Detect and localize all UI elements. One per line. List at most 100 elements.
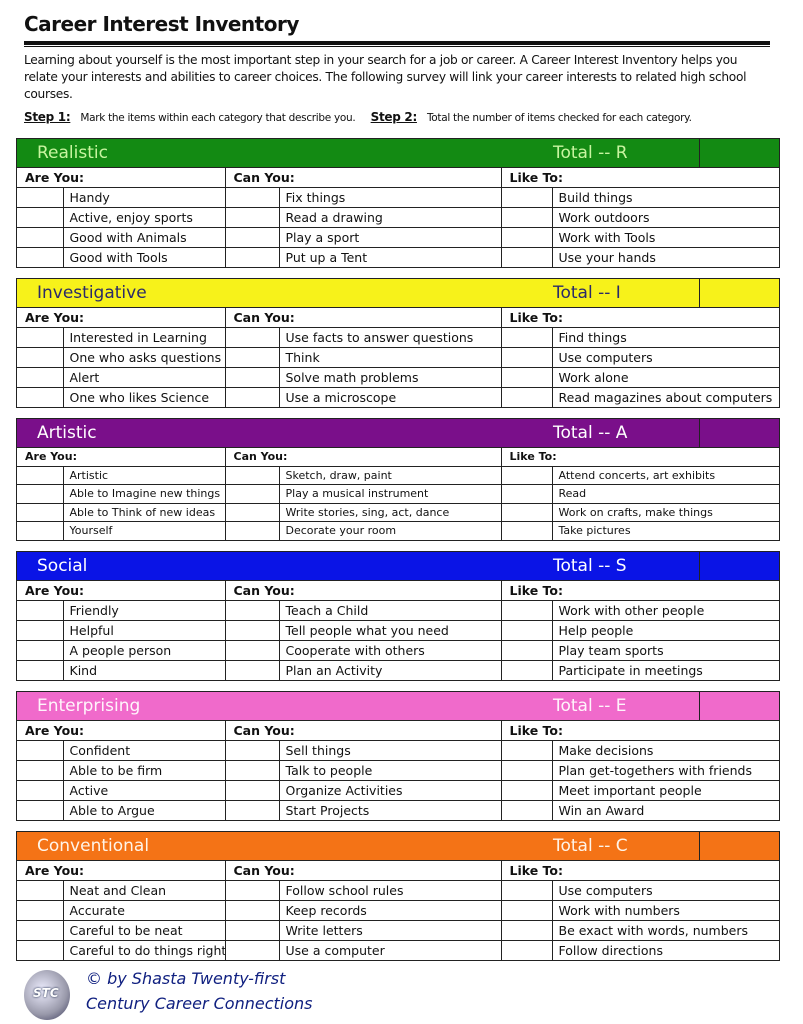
checkbox-like[interactable] bbox=[500, 920, 553, 941]
checkbox-can[interactable] bbox=[224, 940, 280, 960]
checkbox-can[interactable] bbox=[224, 880, 280, 901]
checkbox-are[interactable] bbox=[17, 387, 64, 407]
checkbox-are[interactable] bbox=[17, 600, 64, 621]
checkbox-like[interactable] bbox=[500, 187, 553, 208]
checkbox-are[interactable] bbox=[17, 660, 64, 680]
checkbox-can[interactable] bbox=[224, 740, 280, 761]
item-can: Use a microscope bbox=[278, 387, 502, 407]
item-can: Decorate your room bbox=[278, 521, 502, 540]
checkbox-can[interactable] bbox=[224, 187, 280, 208]
checkbox-like[interactable] bbox=[500, 367, 553, 388]
item-row: Accurate Keep records Work with numbers bbox=[17, 900, 779, 921]
checkbox-can[interactable] bbox=[224, 207, 280, 228]
item-can: Read a drawing bbox=[278, 207, 502, 228]
checkbox-are[interactable] bbox=[17, 465, 64, 485]
checkbox-can[interactable] bbox=[224, 521, 280, 540]
checkbox-are[interactable] bbox=[17, 800, 64, 820]
checkbox-are[interactable] bbox=[17, 367, 64, 388]
section-total-label: Total -- A bbox=[553, 423, 628, 443]
checkbox-can[interactable] bbox=[224, 780, 280, 801]
checkbox-like[interactable] bbox=[500, 780, 553, 801]
item-row: Careful to be neat Write letters Be exac… bbox=[17, 920, 779, 941]
checkbox-are[interactable] bbox=[17, 521, 64, 540]
checkbox-like[interactable] bbox=[500, 207, 553, 228]
checkbox-are[interactable] bbox=[17, 740, 64, 761]
checkbox-are[interactable] bbox=[17, 227, 64, 248]
checkbox-like[interactable] bbox=[500, 880, 553, 901]
checkbox-like[interactable] bbox=[500, 760, 553, 781]
item-row: Able to be firm Talk to people Plan get-… bbox=[17, 760, 779, 781]
checkbox-can[interactable] bbox=[224, 227, 280, 248]
checkbox-can[interactable] bbox=[224, 502, 280, 522]
checkbox-are[interactable] bbox=[17, 327, 64, 348]
item-row: Kind Plan an Activity Participate in mee… bbox=[17, 660, 779, 680]
checkbox-are[interactable] bbox=[17, 620, 64, 641]
checkbox-are[interactable] bbox=[17, 207, 64, 228]
checkbox-like[interactable] bbox=[500, 521, 553, 540]
item-can: Keep records bbox=[278, 900, 502, 921]
checkbox-like[interactable] bbox=[500, 800, 553, 820]
checkbox-are[interactable] bbox=[17, 187, 64, 208]
item-can: Play a musical instrument bbox=[278, 484, 502, 504]
checkbox-like[interactable] bbox=[500, 484, 553, 504]
item-like: Use your hands bbox=[551, 247, 779, 267]
checkbox-are[interactable] bbox=[17, 940, 64, 960]
section-header: Conventional Total -- C bbox=[17, 832, 779, 861]
checkbox-are[interactable] bbox=[17, 247, 64, 267]
checkbox-like[interactable] bbox=[500, 900, 553, 921]
item-row: Neat and Clean Follow school rules Use c… bbox=[17, 880, 779, 901]
checkbox-can[interactable] bbox=[224, 327, 280, 348]
column-headers: Are You: Can You: Like To: bbox=[17, 448, 779, 467]
checkbox-like[interactable] bbox=[500, 227, 553, 248]
checkbox-can[interactable] bbox=[224, 800, 280, 820]
section-total-label: Total -- R bbox=[553, 143, 628, 163]
item-are: Good with Animals bbox=[62, 227, 226, 248]
checkbox-can[interactable] bbox=[224, 760, 280, 781]
checkbox-like[interactable] bbox=[500, 620, 553, 641]
checkbox-like[interactable] bbox=[500, 740, 553, 761]
checkbox-are[interactable] bbox=[17, 920, 64, 941]
checkbox-can[interactable] bbox=[224, 347, 280, 368]
checkbox-can[interactable] bbox=[224, 387, 280, 407]
checkbox-can[interactable] bbox=[224, 620, 280, 641]
checkbox-like[interactable] bbox=[500, 502, 553, 522]
item-can: Talk to people bbox=[278, 760, 502, 781]
item-can: Solve math problems bbox=[278, 367, 502, 388]
checkbox-like[interactable] bbox=[500, 660, 553, 680]
checkbox-can[interactable] bbox=[224, 920, 280, 941]
checkbox-can[interactable] bbox=[224, 640, 280, 661]
checkbox-like[interactable] bbox=[500, 465, 553, 485]
checkbox-are[interactable] bbox=[17, 760, 64, 781]
checkbox-can[interactable] bbox=[224, 900, 280, 921]
checkbox-can[interactable] bbox=[224, 484, 280, 504]
item-row: Artistic Sketch, draw, paint Attend conc… bbox=[17, 465, 779, 485]
checkbox-like[interactable] bbox=[500, 327, 553, 348]
checkbox-can[interactable] bbox=[224, 367, 280, 388]
item-can: Write stories, sing, act, dance bbox=[278, 502, 502, 522]
item-like: Work outdoors bbox=[551, 207, 779, 228]
checkbox-like[interactable] bbox=[500, 600, 553, 621]
checkbox-like[interactable] bbox=[500, 387, 553, 407]
checkbox-like[interactable] bbox=[500, 247, 553, 267]
checkbox-are[interactable] bbox=[17, 484, 64, 504]
checkbox-can[interactable] bbox=[224, 465, 280, 485]
section-social: Social Total -- S Are You: Can You: Like… bbox=[16, 551, 780, 681]
item-are: Kind bbox=[62, 660, 226, 680]
checkbox-are[interactable] bbox=[17, 640, 64, 661]
item-are: One who likes Science bbox=[62, 387, 226, 407]
checkbox-are[interactable] bbox=[17, 780, 64, 801]
col-can-you: Can You: bbox=[224, 721, 502, 741]
checkbox-are[interactable] bbox=[17, 347, 64, 368]
checkbox-can[interactable] bbox=[224, 660, 280, 680]
checkbox-can[interactable] bbox=[224, 600, 280, 621]
checkbox-like[interactable] bbox=[500, 940, 553, 960]
footer-credit: © by Shasta Twenty-first Century Career … bbox=[86, 966, 312, 1016]
checkbox-are[interactable] bbox=[17, 900, 64, 921]
checkbox-can[interactable] bbox=[224, 247, 280, 267]
checkbox-are[interactable] bbox=[17, 880, 64, 901]
checkbox-are[interactable] bbox=[17, 502, 64, 522]
checkbox-like[interactable] bbox=[500, 640, 553, 661]
section-header: Artistic Total -- A bbox=[17, 419, 779, 448]
item-like: Take pictures bbox=[551, 521, 779, 540]
checkbox-like[interactable] bbox=[500, 347, 553, 368]
